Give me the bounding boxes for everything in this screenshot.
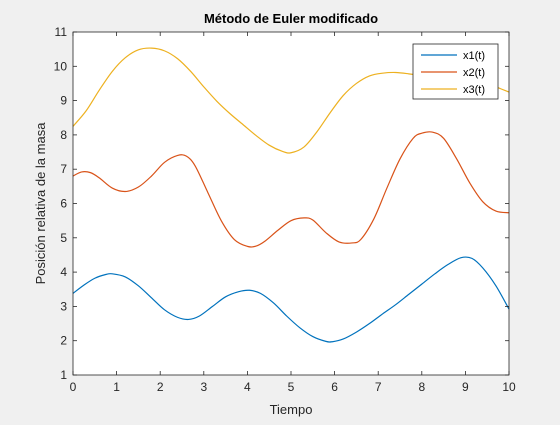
chart-title: Método de Euler modificado [204,11,378,26]
legend-label-1: x1(t) [463,50,485,62]
y-axis-label: Posición relativa de la masa [33,122,48,285]
y-tick-label: 7 [60,162,67,176]
x-tick-label: 4 [244,380,251,394]
y-tick-label: 3 [60,299,67,313]
legend-label-3: x3(t) [463,84,485,96]
x-tick-label: 3 [200,380,207,394]
y-tick-label: 1 [60,368,67,382]
legend: x1(t) x2(t) x3(t) [412,43,499,100]
x-tick-label: 6 [331,380,338,394]
y-tick-label: 2 [60,334,67,348]
y-tick-label: 4 [60,265,67,279]
x-tick-label: 7 [375,380,382,394]
y-tick-label: 8 [60,128,67,142]
x-tick-label: 1 [113,380,120,394]
x-tick-label: 8 [418,380,425,394]
x-tick-label: 2 [157,380,164,394]
x-tick-label: 5 [288,380,295,394]
y-tick-label: 9 [60,94,67,108]
legend-label-2: x2(t) [463,67,485,79]
x-axis-label: Tiempo [270,402,313,417]
series-line-1 [72,256,510,343]
y-tick-label: 5 [60,231,67,245]
x-tick-label: 0 [70,380,77,394]
y-tick-label: 11 [55,25,68,39]
x-tick-label: 10 [502,380,516,394]
x-tick-label: 9 [462,380,469,394]
y-tick-label: 10 [54,59,68,73]
y-tick-label: 6 [60,197,67,211]
series-line-2 [72,131,510,248]
